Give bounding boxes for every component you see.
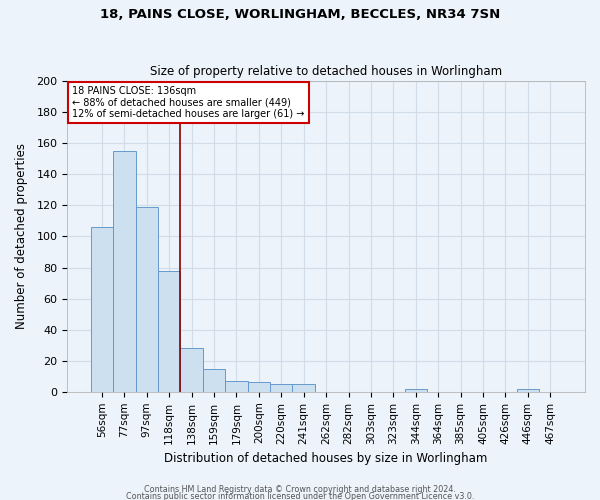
Text: Contains public sector information licensed under the Open Government Licence v3: Contains public sector information licen… bbox=[126, 492, 474, 500]
Bar bbox=[113, 151, 136, 392]
Bar bbox=[292, 384, 315, 392]
X-axis label: Distribution of detached houses by size in Worlingham: Distribution of detached houses by size … bbox=[164, 452, 488, 465]
Bar bbox=[404, 388, 427, 392]
Bar bbox=[136, 207, 158, 392]
Y-axis label: Number of detached properties: Number of detached properties bbox=[15, 144, 28, 330]
Text: 18, PAINS CLOSE, WORLINGHAM, BECCLES, NR34 7SN: 18, PAINS CLOSE, WORLINGHAM, BECCLES, NR… bbox=[100, 8, 500, 20]
Bar bbox=[203, 368, 225, 392]
Bar bbox=[225, 381, 248, 392]
Bar bbox=[181, 348, 203, 392]
Title: Size of property relative to detached houses in Worlingham: Size of property relative to detached ho… bbox=[150, 66, 502, 78]
Bar bbox=[248, 382, 270, 392]
Bar bbox=[517, 388, 539, 392]
Bar bbox=[91, 227, 113, 392]
Text: 18 PAINS CLOSE: 136sqm
← 88% of detached houses are smaller (449)
12% of semi-de: 18 PAINS CLOSE: 136sqm ← 88% of detached… bbox=[73, 86, 305, 119]
Bar bbox=[158, 270, 181, 392]
Bar bbox=[270, 384, 292, 392]
Text: Contains HM Land Registry data © Crown copyright and database right 2024.: Contains HM Land Registry data © Crown c… bbox=[144, 485, 456, 494]
